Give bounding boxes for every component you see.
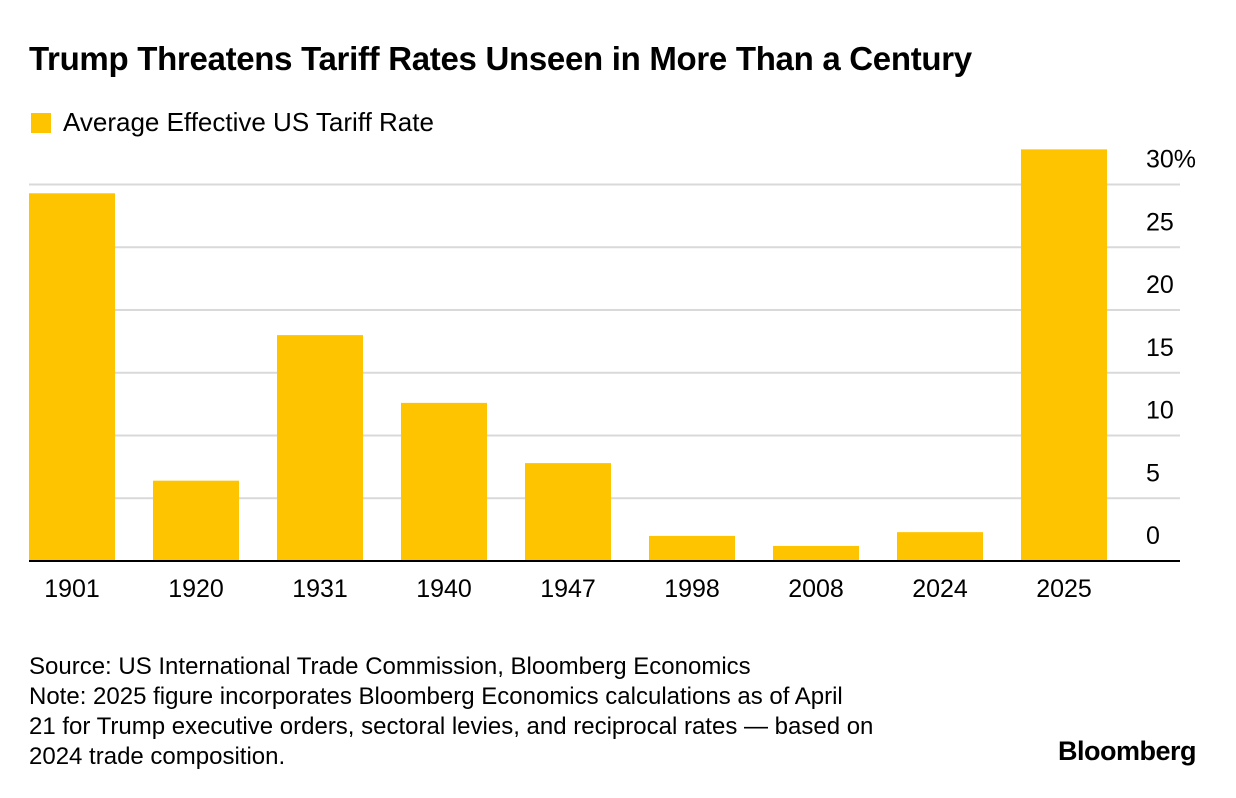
chart-title: Trump Threatens Tariff Rates Unseen in M… xyxy=(29,40,972,77)
bloomberg-logo: Bloomberg xyxy=(1057,736,1197,766)
bar-2024 xyxy=(897,532,983,561)
x-tick-label: 1920 xyxy=(168,575,224,603)
x-tick-label: 2008 xyxy=(788,575,844,603)
footer: Source: US International Trade Commissio… xyxy=(29,652,989,772)
y-tick-label: 5 xyxy=(1146,459,1160,487)
bar-2025 xyxy=(1021,149,1107,562)
bar-chart: 1901 1920 1931 1940 1947 1998 2008 2024 20250510… xyxy=(29,146,1196,603)
legend-label: Average Effective US Tariff Rate xyxy=(63,107,434,137)
y-tick-label: 15 xyxy=(1146,334,1174,362)
bar-2008 xyxy=(773,545,859,561)
x-tick-label: 2025 xyxy=(1036,575,1092,603)
y-tick-label: 30% xyxy=(1146,146,1196,174)
x-tick-label: 1940 xyxy=(416,575,472,603)
bar-1920 xyxy=(153,480,239,561)
y-tick-label: 20 xyxy=(1146,271,1174,299)
y-tick-label: 0 xyxy=(1146,522,1160,550)
bar-1931 xyxy=(277,335,363,561)
x-tick-label: 1901 xyxy=(44,575,100,603)
bar-1901 xyxy=(29,193,115,561)
y-tick-label: 10 xyxy=(1146,397,1174,425)
bar-1998 xyxy=(649,535,735,561)
x-tick-label: 2024 xyxy=(912,575,968,603)
source-text: Source: US International Trade Commissio… xyxy=(29,653,751,680)
x-tick-label: 1947 xyxy=(540,575,596,603)
note-text: Note: 2025 figure incorporates Bloomberg… xyxy=(29,683,874,770)
legend-swatch xyxy=(31,112,51,133)
bar-1940 xyxy=(401,402,487,561)
legend: Average Effective US Tariff Rate xyxy=(31,107,434,138)
x-tick-label: 1931 xyxy=(292,575,348,603)
y-tick-label: 25 xyxy=(1146,208,1174,236)
bar-1947 xyxy=(525,463,611,561)
x-tick-label: 1998 xyxy=(664,575,720,603)
